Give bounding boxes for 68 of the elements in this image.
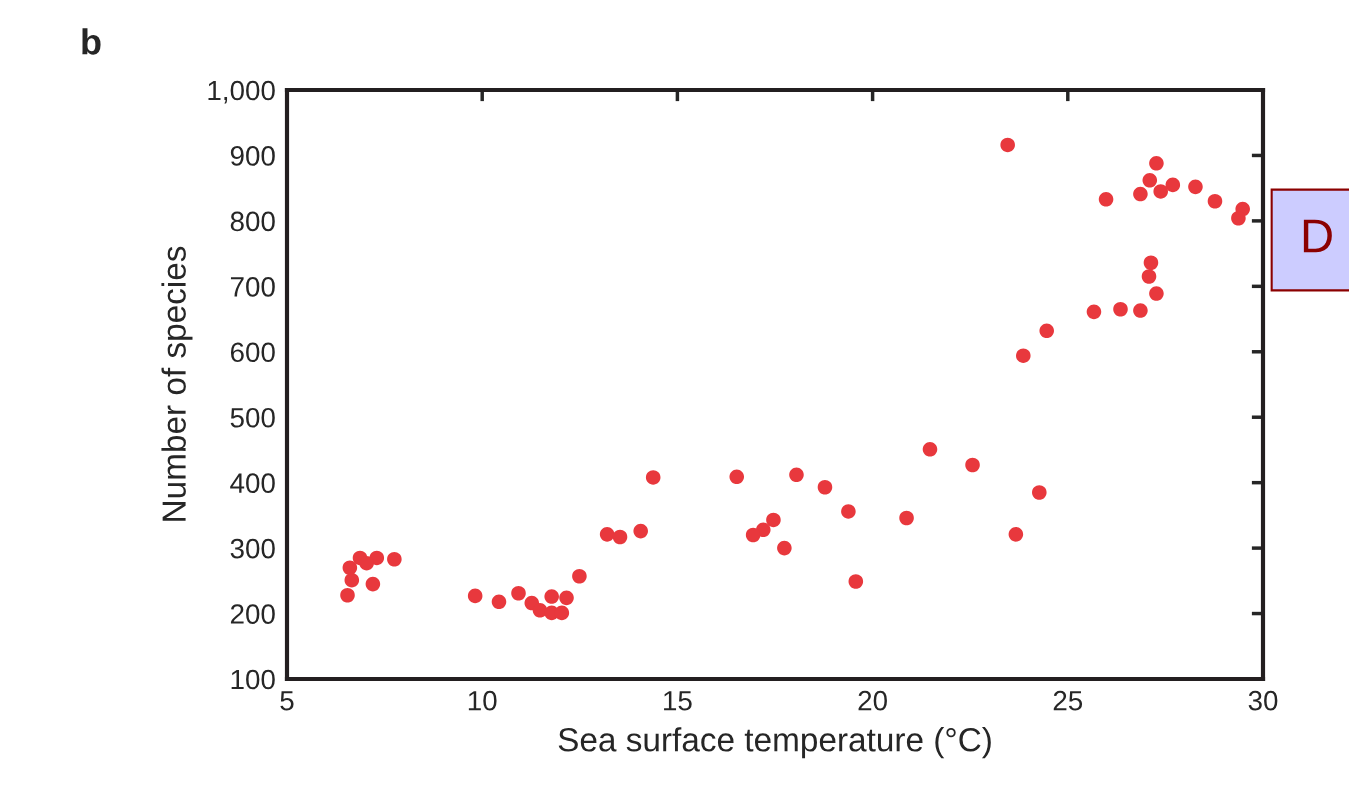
point — [342, 560, 358, 576]
y-tick-label: 1,000 — [208, 80, 275, 104]
point — [1165, 177, 1181, 193]
point — [365, 576, 381, 592]
y-tick-label: 200 — [230, 604, 275, 624]
point — [1133, 303, 1148, 318]
y-tick-label: 900 — [230, 146, 275, 166]
point — [1143, 255, 1159, 271]
point — [633, 523, 648, 539]
y-tick-label: 300 — [230, 538, 275, 559]
y-tick-label: 800 — [230, 211, 275, 232]
point — [1039, 323, 1054, 339]
point — [789, 467, 804, 483]
point — [1016, 348, 1031, 363]
point — [848, 574, 864, 589]
point — [1153, 184, 1168, 199]
point — [340, 587, 355, 603]
point — [572, 568, 587, 584]
y-tick-label: 400 — [230, 473, 275, 494]
point — [1188, 179, 1203, 195]
chart-title: b — [82, 28, 101, 55]
point — [599, 527, 615, 542]
point — [1113, 301, 1128, 317]
y-tick-label: 500 — [230, 407, 275, 428]
point — [559, 590, 574, 606]
point — [1000, 137, 1015, 153]
point — [766, 512, 781, 528]
y-tick-label: 700 — [230, 277, 275, 297]
point — [1231, 210, 1246, 226]
x-tick-label: 30 — [1248, 690, 1278, 711]
x-tick-label: 10 — [468, 690, 497, 711]
point — [1149, 286, 1164, 301]
point — [1142, 173, 1158, 188]
point — [511, 585, 526, 601]
point — [729, 469, 745, 485]
point — [841, 504, 856, 519]
x-tick-label: 15 — [664, 691, 692, 711]
x-axis-title: Sea surface temperature (°C) — [558, 727, 991, 759]
point — [467, 588, 483, 604]
point — [612, 529, 628, 545]
y-axis-title: Number of species — [161, 246, 193, 521]
point — [1086, 304, 1102, 320]
point — [1098, 192, 1114, 207]
point — [544, 589, 559, 604]
x-tick-label: 25 — [1053, 690, 1083, 711]
point — [899, 510, 914, 526]
point — [1008, 527, 1024, 542]
point — [344, 572, 360, 588]
y-tick-label: 600 — [230, 342, 275, 363]
point — [965, 457, 980, 473]
point — [359, 555, 374, 571]
point — [777, 540, 792, 556]
point — [922, 442, 938, 457]
x-tick-label: 5 — [280, 691, 294, 711]
x-tick-label: 20 — [858, 690, 887, 711]
point — [1141, 269, 1157, 284]
point — [1207, 193, 1223, 209]
point — [554, 605, 570, 621]
point — [817, 479, 833, 495]
text: D — [1303, 219, 1332, 253]
point — [1032, 485, 1047, 500]
point — [491, 594, 507, 610]
y-tick-label: 100 — [231, 669, 275, 690]
point — [645, 470, 661, 485]
point — [745, 527, 761, 543]
point — [1133, 186, 1148, 202]
point — [387, 551, 402, 567]
point — [1149, 156, 1164, 171]
